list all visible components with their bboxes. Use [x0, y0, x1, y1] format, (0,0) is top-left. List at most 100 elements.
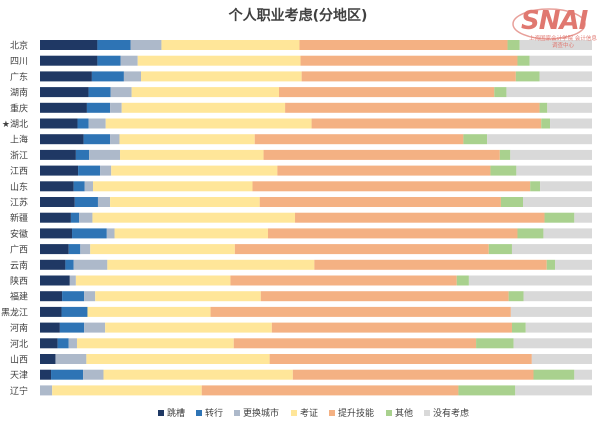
- bar-segment: [263, 149, 500, 160]
- bar-segment: [517, 228, 544, 239]
- bar-segment: [506, 87, 592, 98]
- category-label: 云南: [10, 259, 28, 271]
- bar-segment: [73, 259, 108, 270]
- category-label: 新疆: [10, 212, 28, 224]
- bar-segment: [62, 291, 85, 302]
- bar-segment: [285, 102, 540, 113]
- bar-segment: [141, 71, 302, 82]
- bar-segment: [75, 149, 90, 160]
- bar-segment: [111, 165, 278, 176]
- bar-segment: [40, 118, 78, 129]
- snai-logo: [505, 4, 597, 46]
- bar-segment: [106, 228, 115, 239]
- bar-segment: [487, 134, 592, 145]
- category-label: 上海: [10, 134, 28, 146]
- bar-segment: [271, 322, 512, 333]
- bar-segment: [130, 40, 162, 50]
- logo-text: SNAI: [521, 6, 588, 36]
- bar-segment: [277, 165, 491, 176]
- legend-swatch: [424, 410, 430, 416]
- category-label: 江苏: [10, 197, 28, 209]
- bar-segment: [105, 118, 312, 129]
- bar-segment: [233, 338, 477, 349]
- bar-segment: [100, 165, 112, 176]
- bar-segment: [137, 55, 301, 66]
- legend-swatch: [196, 410, 202, 416]
- bar-segment: [529, 55, 592, 66]
- bar-segment: [79, 212, 93, 223]
- bar-segment: [299, 40, 508, 50]
- bar-segment: [508, 291, 524, 302]
- bar-segment: [555, 259, 592, 270]
- bar-segment: [40, 322, 60, 333]
- category-label: 辽宁: [10, 385, 28, 397]
- bar-segment: [110, 197, 260, 207]
- bar-segment: [131, 87, 280, 98]
- bar-segment: [547, 102, 592, 113]
- bar-segment: [510, 149, 592, 160]
- bar-segment: [267, 228, 518, 239]
- bar-segment: [269, 354, 532, 364]
- bar-segment: [574, 369, 592, 380]
- bar-segment: [254, 134, 464, 145]
- bar-segment: [40, 102, 87, 113]
- bar-segment: [517, 55, 530, 66]
- bar-segment: [121, 102, 286, 113]
- bar-segment: [40, 149, 76, 160]
- bars-group: [40, 40, 592, 396]
- bar-segment: [500, 197, 523, 207]
- bar-segment: [311, 118, 542, 129]
- bar-segment: [488, 244, 512, 255]
- bar-segment: [40, 275, 70, 286]
- bar-segment: [252, 181, 531, 192]
- category-label: 河北: [10, 338, 28, 350]
- bar-segment: [499, 149, 511, 160]
- bar-segment: [463, 134, 488, 145]
- bar-segment: [530, 181, 541, 192]
- bar-segment: [65, 259, 74, 270]
- bar-segment: [97, 55, 121, 66]
- category-label: 安徽: [10, 228, 28, 240]
- bar-segment: [120, 149, 264, 160]
- bar-segment: [523, 197, 592, 207]
- logo-swoosh-icon: [512, 8, 586, 40]
- bar-segment: [59, 322, 85, 333]
- legend-swatch: [158, 410, 164, 416]
- bar-segment: [40, 181, 74, 192]
- category-label: 河南: [10, 322, 28, 334]
- bar-segment: [110, 102, 122, 113]
- bar-segment: [494, 87, 507, 98]
- bar-segment: [525, 322, 592, 333]
- bar-segment: [88, 87, 111, 98]
- bar-segment: [40, 87, 89, 98]
- bar-segment: [468, 275, 592, 286]
- bar-segment: [114, 228, 268, 239]
- bar-segment: [68, 338, 77, 349]
- bar-segment: [119, 134, 255, 145]
- bar-segment: [83, 369, 104, 380]
- bar-segment: [295, 212, 545, 223]
- bar-segment: [523, 291, 592, 302]
- bar-segment: [40, 385, 53, 396]
- bar-segment: [40, 291, 63, 302]
- bar-segment: [540, 181, 592, 192]
- bar-segment: [86, 354, 270, 364]
- bar-segment: [40, 165, 79, 176]
- bar-segment: [51, 369, 84, 380]
- bar-segment: [516, 165, 592, 176]
- legend-label: 更换城市: [243, 407, 279, 419]
- bar-segment: [78, 165, 101, 176]
- bar-segment: [92, 212, 296, 223]
- bar-segment: [76, 338, 234, 349]
- bar-segment: [476, 338, 514, 349]
- category-label: 黑龙江: [1, 306, 28, 318]
- bar-segment: [40, 259, 66, 270]
- bar-segment: [91, 71, 124, 82]
- legend-swatch: [386, 410, 392, 416]
- bar-segment: [61, 306, 88, 317]
- bar-segment: [73, 181, 85, 192]
- bar-segment: [75, 275, 231, 286]
- logo-subtitle: 上海国家会计学院 会计信息调查中心: [529, 36, 597, 49]
- bar-segment: [544, 212, 575, 223]
